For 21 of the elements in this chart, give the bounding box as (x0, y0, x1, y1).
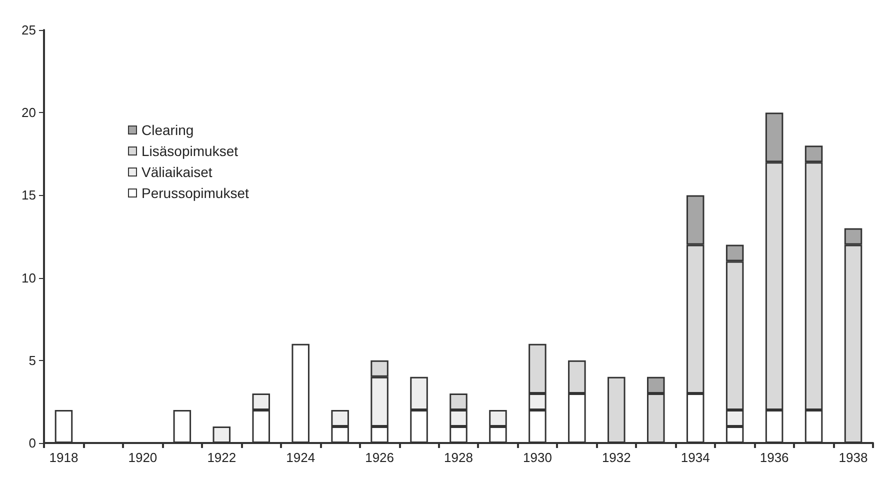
x-tick-label: 1922 (207, 450, 236, 465)
y-tick-label: 15 (22, 188, 36, 203)
x-tick-label: 1934 (680, 450, 710, 465)
legend-label: Clearing (142, 122, 194, 138)
x-tick-label: 1928 (444, 450, 473, 465)
y-tick-label: 20 (22, 105, 36, 120)
y-tick-label: 25 (22, 22, 36, 38)
x-tick-label: 1938 (838, 450, 868, 465)
y-tick-label: 10 (22, 270, 36, 286)
x-tick-label: 1924 (286, 450, 316, 465)
x-tick-label: 1918 (49, 450, 78, 465)
x-tick-label: 1932 (602, 450, 631, 465)
x-tick-label: 1936 (760, 450, 789, 465)
legend-label: Perussopimukset (142, 185, 249, 201)
y-tick-label: 5 (28, 352, 36, 368)
y-tick-label: 0 (28, 436, 36, 450)
legend-label: Väliaikaiset (142, 164, 212, 180)
x-tick-label: 1926 (365, 450, 394, 465)
x-tick-label: 1930 (522, 450, 552, 465)
legend-label: Lisäsopimukset (142, 143, 238, 159)
x-tick-label: 1920 (128, 450, 158, 465)
